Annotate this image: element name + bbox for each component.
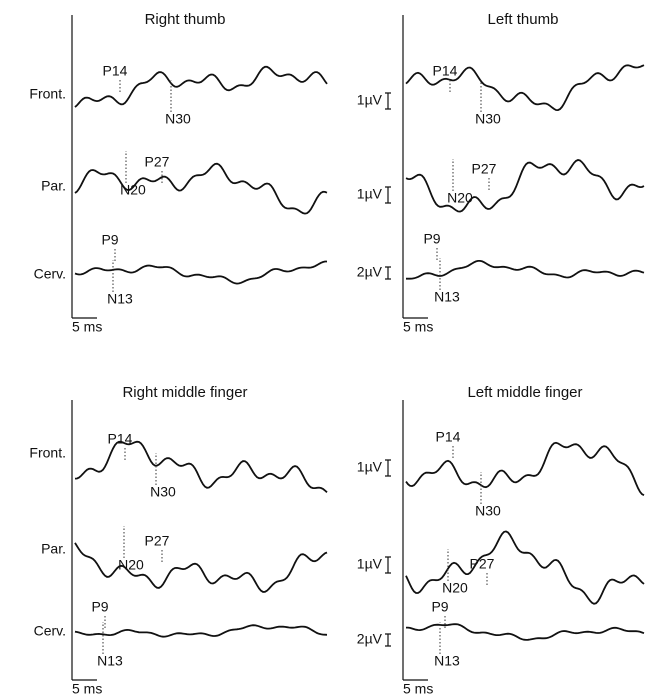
peak-label: P27: [470, 556, 495, 572]
peak-label: P14: [103, 63, 128, 79]
peak-label: P27: [145, 154, 170, 170]
amplitude-label: 2µV: [357, 631, 383, 647]
waveform: [74, 65, 328, 108]
peak-label: P14: [436, 429, 461, 445]
waveform: [74, 162, 328, 215]
waveform: [406, 623, 645, 641]
scale-bar: [385, 92, 391, 110]
row-label: Cerv.: [34, 623, 66, 639]
peak-label: N30: [150, 484, 176, 500]
waveform: [406, 260, 645, 280]
waveform: [405, 64, 645, 112]
peak-label: N30: [475, 503, 501, 519]
time-scale: 5 ms: [72, 681, 102, 697]
waveform: [74, 624, 328, 638]
peak-label: N20: [118, 557, 144, 573]
amplitude-label: 1µV: [357, 459, 383, 475]
amplitude-label: 1µV: [357, 556, 383, 572]
peak-label: N30: [165, 111, 191, 127]
peak-label: N13: [434, 289, 460, 305]
panel-title: Left thumb: [488, 11, 559, 28]
panel-title: Right middle finger: [122, 384, 247, 401]
peak-label: N13: [97, 653, 123, 669]
row-label: Front.: [29, 86, 66, 102]
peak-label: N30: [475, 111, 501, 127]
time-scale: 5 ms: [403, 681, 433, 697]
scale-bar: [385, 459, 391, 477]
peak-label: N20: [442, 580, 468, 596]
amplitude-label: 1µV: [357, 186, 383, 202]
peak-label: N20: [447, 190, 473, 206]
waveform: [74, 260, 327, 285]
peak-label: P9: [431, 599, 448, 615]
scale-bar: [385, 633, 391, 647]
peak-label: P9: [91, 599, 108, 615]
waveform: [405, 159, 645, 213]
amplitude-label: 1µV: [357, 92, 383, 108]
row-label: Par.: [41, 178, 66, 194]
peak-label: P14: [433, 63, 458, 79]
time-scale: 5 ms: [403, 319, 433, 335]
peak-label: P9: [101, 232, 118, 248]
peak-label: N20: [120, 182, 146, 198]
peak-label: N13: [434, 653, 460, 669]
waveform: [74, 440, 328, 493]
waveform: [405, 530, 645, 605]
row-label: Front.: [29, 445, 66, 461]
panel-title: Right thumb: [145, 11, 226, 28]
time-scale: 5 ms: [72, 319, 102, 335]
waveform: [74, 542, 328, 593]
waveform: [405, 441, 645, 497]
peak-label: P14: [108, 431, 133, 447]
scale-bar: [385, 266, 391, 280]
row-label: Cerv.: [34, 266, 66, 282]
row-label: Par.: [41, 541, 66, 557]
peak-label: P9: [423, 231, 440, 247]
scale-bar: [385, 186, 391, 204]
peak-label: P27: [145, 533, 170, 549]
peak-label: N13: [107, 291, 133, 307]
amplitude-label: 2µV: [357, 264, 383, 280]
panel-title: Left middle finger: [467, 384, 582, 401]
peak-label: P27: [472, 161, 497, 177]
scale-bar: [385, 556, 391, 574]
